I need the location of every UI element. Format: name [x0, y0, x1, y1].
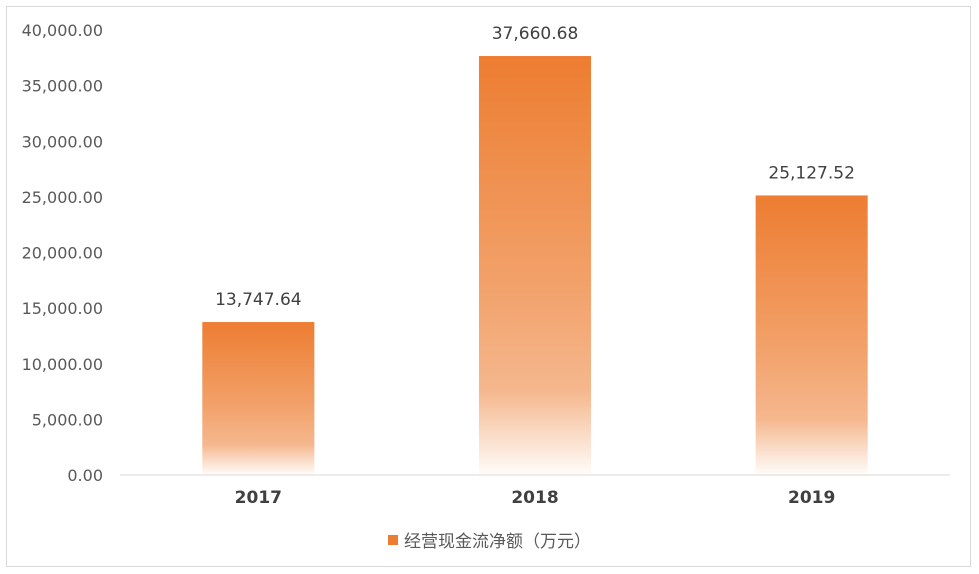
x-axis: 2017 2018 2019: [235, 488, 836, 508]
legend-swatch: [388, 534, 398, 545]
y-tick-label: 25,000.00: [22, 188, 103, 207]
y-tick-label: 35,000.00: [22, 77, 103, 96]
data-label: 13,747.64: [215, 290, 302, 310]
data-labels: 13,747.64 37,660.68 25,127.52: [215, 24, 855, 310]
data-label: 25,127.52: [768, 163, 855, 183]
y-tick-label: 40,000.00: [22, 21, 103, 40]
y-axis: 0.00 5,000.00 10,000.00 15,000.00 20,000.00 2…: [22, 21, 103, 485]
bar-2018: [478, 56, 592, 476]
bar-2017: [202, 322, 315, 475]
y-tick-label: 5,000.00: [32, 410, 103, 429]
x-tick-label: 2018: [511, 488, 558, 508]
bar-2019: [755, 195, 868, 475]
legend: 经营现金流净额（万元）: [0, 527, 979, 552]
y-tick-label: 0.00: [67, 466, 103, 485]
x-tick-label: 2019: [788, 488, 835, 508]
legend-label: 经营现金流净额（万元）: [404, 532, 591, 552]
y-tick-label: 30,000.00: [22, 132, 103, 151]
y-tick-label: 10,000.00: [22, 355, 103, 374]
x-tick-label: 2017: [235, 488, 282, 508]
y-tick-label: 15,000.00: [22, 299, 103, 318]
bars: [202, 56, 868, 476]
y-tick-label: 20,000.00: [22, 244, 103, 263]
data-label: 37,660.68: [492, 24, 579, 44]
